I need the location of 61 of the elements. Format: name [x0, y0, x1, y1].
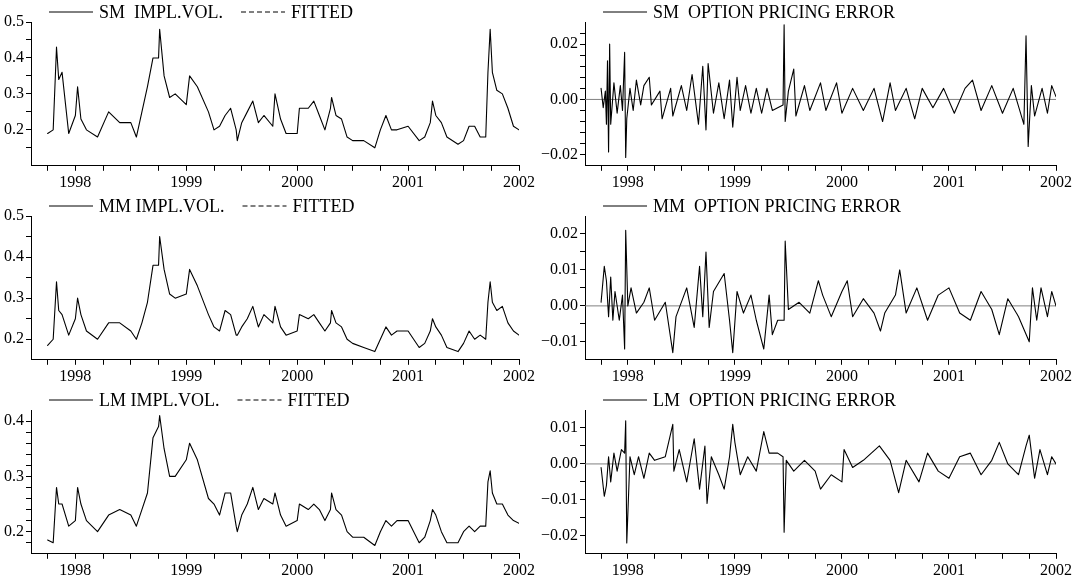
x-tick-label: 2001 [932, 172, 965, 190]
x-tick-label: 1998 [611, 172, 644, 190]
y-tick-label: 0.3 [4, 84, 24, 102]
x-tick-label: 2000 [825, 366, 858, 384]
y-tick-label: 0.00 [550, 454, 579, 472]
legend-label: MM IMPL.VOL. [99, 195, 225, 216]
x-tick-label: 1999 [718, 172, 751, 190]
x-tick-label: 2002 [1040, 366, 1072, 384]
x-tick-label: 2000 [825, 172, 858, 190]
y-tick-label: 0.5 [4, 206, 24, 224]
x-tick-label: 2000 [281, 172, 314, 190]
y-tick-label: 0.01 [550, 418, 579, 436]
x-tick-label: 1999 [170, 366, 203, 384]
y-tick-label: 0.01 [550, 260, 579, 278]
x-tick-label: 1998 [59, 560, 92, 578]
y-tick-label: 0.5 [4, 12, 24, 30]
legend-label: SM OPTION PRICING ERROR [653, 1, 896, 22]
x-tick-label: 1998 [59, 172, 92, 190]
x-tick-label: 2001 [932, 366, 965, 384]
y-tick-label: 0.3 [4, 466, 24, 484]
y-tick-label: 0.2 [4, 521, 24, 539]
x-tick-label: 2001 [392, 366, 425, 384]
y-tick-label: 0.4 [4, 411, 24, 429]
x-tick-label: 1999 [718, 560, 751, 578]
x-tick-label: 2000 [281, 560, 314, 578]
y-tick-label: 0.3 [4, 288, 24, 306]
y-tick-label: −0.02 [540, 526, 579, 544]
x-tick-label: 1998 [59, 366, 92, 384]
x-tick-label: 1998 [611, 560, 644, 578]
legend-label: MM OPTION PRICING ERROR [653, 195, 902, 216]
legend-label: FITTED [287, 389, 350, 410]
x-tick-label: 2001 [932, 560, 965, 578]
x-tick-label: 2002 [503, 366, 535, 384]
legend-label: FITTED [291, 1, 354, 22]
y-tick-label: −0.02 [540, 144, 579, 162]
y-tick-label: 0.4 [4, 247, 24, 265]
y-tick-label: 0.2 [4, 120, 24, 138]
x-tick-label: 2002 [503, 172, 535, 190]
x-tick-label: 2001 [392, 560, 425, 578]
x-tick-label: 2000 [825, 560, 858, 578]
legend-label: LM IMPL.VOL. [99, 389, 220, 410]
x-tick-label: 1999 [170, 172, 203, 190]
x-tick-label: 2000 [281, 366, 314, 384]
y-tick-label: 0.02 [550, 224, 579, 242]
y-tick-label: 0.00 [550, 296, 579, 314]
x-tick-label: 2002 [503, 560, 535, 578]
x-tick-label: 1999 [170, 560, 203, 578]
y-tick-label: 0.4 [4, 48, 24, 66]
legend-label: SM IMPL.VOL. [99, 1, 224, 22]
y-tick-label: 0.00 [550, 89, 579, 107]
x-tick-label: 2001 [392, 172, 425, 190]
legend-label: FITTED [292, 195, 355, 216]
x-tick-label: 1999 [718, 366, 751, 384]
y-tick-label: −0.01 [540, 490, 579, 508]
y-tick-label: 0.2 [4, 329, 24, 347]
x-tick-label: 2002 [1040, 560, 1072, 578]
y-tick-label: 0.02 [550, 34, 579, 52]
x-tick-label: 1998 [611, 366, 644, 384]
x-tick-label: 2002 [1040, 172, 1072, 190]
legend-label: LM OPTION PRICING ERROR [653, 389, 897, 410]
y-tick-label: −0.01 [540, 332, 579, 350]
